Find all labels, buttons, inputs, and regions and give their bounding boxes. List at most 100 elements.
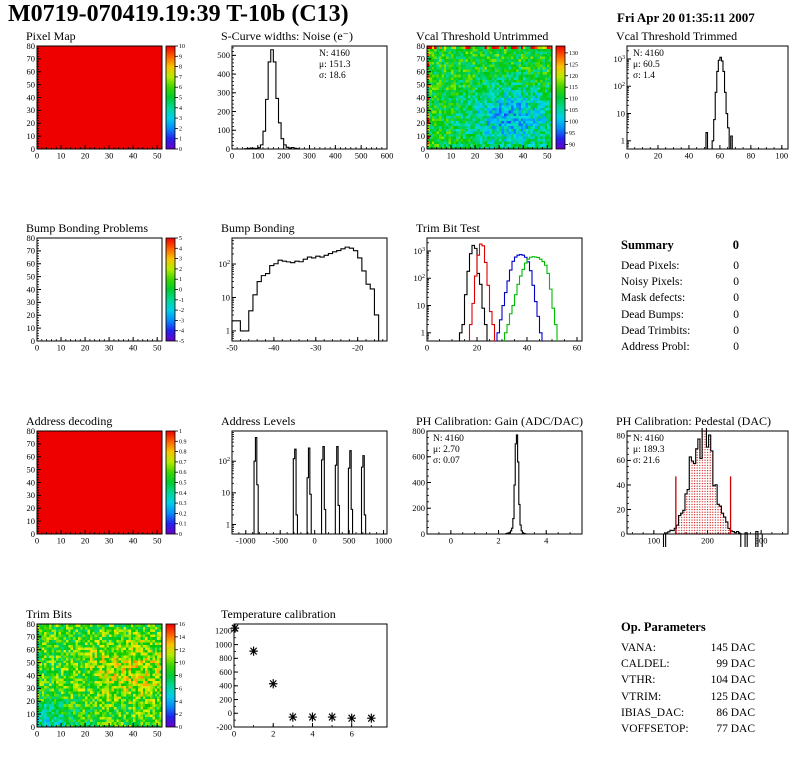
plot-ph-calibration-pedestal: PH Calibration: Pedestal (DAC) 100 200 300… xyxy=(600,415,796,547)
svg-text:60: 60 xyxy=(716,151,725,161)
op-parameter-row: IBIAS_DAC: 86 DAC xyxy=(621,705,755,721)
svg-text:80: 80 xyxy=(417,43,426,51)
svg-text:1000: 1000 xyxy=(375,536,392,546)
svg-text:0: 0 xyxy=(179,288,182,294)
summary-row-value: 0 xyxy=(733,292,739,305)
plot-title: Bump Bonding Problems xyxy=(26,221,149,235)
op-parameter-label: IBIAS_DAC: xyxy=(621,706,685,719)
svg-text:20: 20 xyxy=(417,118,426,128)
svg-text:3: 3 xyxy=(179,257,182,263)
summary-row: Dead Pixels: 0 xyxy=(621,258,739,274)
chart-canvas: 0 100 200 300 400 500 600 0 100 200 300 400 500 N: 41… xyxy=(217,45,393,161)
op-parameter-value: 77 DAC xyxy=(716,723,755,736)
plot-trim-bit-test: Trim Bit Test 0 20 40 60 1 10 102 103 xyxy=(400,222,590,354)
svg-text:70: 70 xyxy=(27,54,36,64)
summary-row-label: Address Probl: xyxy=(621,341,690,354)
summary-row: Address Probl: 0 xyxy=(621,339,739,355)
summary-row-label: Dead Pixels: xyxy=(621,260,680,272)
svg-text:σ: 1.4: σ: 1.4 xyxy=(633,71,655,81)
svg-text:10: 10 xyxy=(57,151,66,161)
plot-title: Address decoding xyxy=(26,414,113,428)
svg-text:40: 40 xyxy=(129,536,138,546)
svg-text:0: 0 xyxy=(625,151,629,161)
svg-text:10: 10 xyxy=(179,44,185,50)
op-parameter-label: VANA: xyxy=(621,642,656,654)
svg-text:40: 40 xyxy=(519,151,528,161)
svg-text:100: 100 xyxy=(251,151,264,161)
svg-text:0: 0 xyxy=(31,144,35,154)
svg-text:102: 102 xyxy=(218,456,230,466)
svg-text:10: 10 xyxy=(222,292,231,302)
svg-text:μ: 2.70: μ: 2.70 xyxy=(433,445,460,455)
svg-text:600: 600 xyxy=(412,452,425,462)
svg-text:σ: 21.6: σ: 21.6 xyxy=(633,456,660,466)
svg-text:0.6: 0.6 xyxy=(179,470,187,476)
svg-text:N: 4160: N: 4160 xyxy=(319,49,350,59)
svg-text:40: 40 xyxy=(129,343,138,353)
svg-text:50: 50 xyxy=(27,464,36,474)
svg-text:125: 125 xyxy=(569,62,578,68)
svg-text:-20: -20 xyxy=(352,343,363,353)
svg-text:0: 0 xyxy=(449,536,453,546)
svg-text:1: 1 xyxy=(179,429,182,435)
svg-text:300: 300 xyxy=(755,536,768,546)
svg-text:-1000: -1000 xyxy=(236,536,256,546)
svg-text:40: 40 xyxy=(417,92,426,102)
op-parameter-row: VOFFSETOP: 77 DAC xyxy=(621,721,755,737)
svg-text:90: 90 xyxy=(569,142,575,148)
plot-pixel-map: Pixel Map 0 1 2 3 4 5 6 7 8 9 10 0 10 20 30 40 50 0 10 20 30… xyxy=(10,30,200,162)
svg-text:102: 102 xyxy=(613,81,625,91)
svg-text:50: 50 xyxy=(417,79,426,89)
svg-text:-4: -4 xyxy=(179,329,184,335)
svg-text:70: 70 xyxy=(27,246,36,256)
op-parameter-value: 145 DAC xyxy=(710,642,755,654)
svg-text:20: 20 xyxy=(654,151,663,161)
page-title: M0719-070419.19:39 T-10b (C13) xyxy=(8,1,349,27)
svg-text:-3: -3 xyxy=(179,318,184,324)
svg-text:100: 100 xyxy=(775,151,788,161)
svg-text:N: 4160: N: 4160 xyxy=(633,434,664,444)
svg-text:60: 60 xyxy=(27,259,36,269)
svg-text:0.4: 0.4 xyxy=(179,491,187,497)
svg-text:1: 1 xyxy=(226,519,230,529)
summary-title: Summary xyxy=(621,238,674,252)
plot-ph-calibration-gain: PH Calibration: Gain (ADC/DAC) 0 2 4 0 200 40… xyxy=(400,415,590,547)
summary-total: 0 xyxy=(732,238,739,252)
op-parameter-row: CALDEL: 99 DAC xyxy=(621,656,755,672)
svg-text:2: 2 xyxy=(496,536,500,546)
plot-address-decoding: Address decoding 0 0.1 0.2 0.3 0.4 0.5 0.6 0.7 0… xyxy=(10,415,200,547)
svg-text:-1: -1 xyxy=(179,298,184,304)
svg-text:20: 20 xyxy=(81,151,90,161)
svg-text:100: 100 xyxy=(569,120,578,126)
svg-text:40: 40 xyxy=(129,151,138,161)
svg-text:500: 500 xyxy=(217,50,230,60)
svg-text:-40: -40 xyxy=(268,343,279,353)
svg-text:103: 103 xyxy=(613,54,625,64)
summary-row-value: 0 xyxy=(733,260,739,272)
svg-text:50: 50 xyxy=(27,79,36,89)
svg-text:4: 4 xyxy=(544,536,549,546)
page-date: Fri Apr 20 01:35:11 2007 xyxy=(617,10,755,25)
svg-text:120: 120 xyxy=(569,74,578,80)
svg-text:20: 20 xyxy=(471,151,480,161)
svg-text:60: 60 xyxy=(617,455,626,465)
svg-text:40: 40 xyxy=(27,92,36,102)
svg-text:300: 300 xyxy=(303,151,316,161)
chart-canvas: 0 20 40 60 1 10 102 103 xyxy=(413,237,583,353)
svg-text:70: 70 xyxy=(27,439,36,449)
svg-text:0.3: 0.3 xyxy=(179,501,187,507)
plot-trim-bits: Trim Bits 0 2 4 6 8 10 12 14 16 0 10 20 30 40 50 0 10 20 3… xyxy=(10,608,200,740)
svg-text:60: 60 xyxy=(27,452,36,462)
plot-scurve-noise: S-Curve widths: Noise (e⁻) 0 100 200 300 400… xyxy=(205,30,395,162)
svg-text:2: 2 xyxy=(179,267,182,273)
svg-text:0: 0 xyxy=(35,536,39,546)
svg-text:50: 50 xyxy=(153,343,162,353)
svg-text:0: 0 xyxy=(421,529,425,539)
svg-text:200: 200 xyxy=(217,106,230,116)
svg-text:50: 50 xyxy=(153,536,162,546)
svg-text:0.1: 0.1 xyxy=(179,522,187,528)
op-parameter-value: 86 DAC xyxy=(716,706,755,719)
svg-text:5: 5 xyxy=(179,236,182,242)
